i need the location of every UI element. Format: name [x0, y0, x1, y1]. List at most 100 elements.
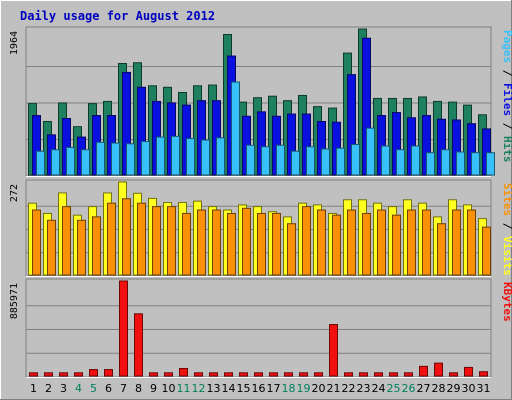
max-value-label: 885971	[9, 283, 20, 319]
series-legend-label: Sites / Visits	[501, 183, 512, 276]
x-tick-label-day-19: 19	[297, 382, 311, 395]
bar-sites-day-1	[32, 209, 41, 276]
x-tick-label-day-23: 23	[357, 382, 371, 395]
x-tick-label-day-22: 22	[342, 382, 356, 395]
bar-pages-day-23	[366, 127, 375, 176]
bar-kbytes-day-8	[134, 313, 143, 377]
series-legend-label: Pages / Files / Hits	[501, 30, 512, 163]
bar-kbytes-day-10	[164, 372, 173, 377]
bar-pages-day-16	[261, 146, 270, 176]
bar-kbytes-day-7	[119, 280, 128, 377]
x-tick-label-day-8: 8	[135, 382, 142, 395]
x-tick-label-day-9: 9	[150, 382, 157, 395]
bar-sites-day-8	[137, 202, 146, 276]
bar-pages-day-7	[126, 143, 135, 176]
legend-part: Hits	[501, 136, 512, 163]
x-tick-label-day-17: 17	[267, 382, 281, 395]
bar-kbytes-day-25	[389, 372, 398, 377]
bar-kbytes-day-29	[449, 372, 458, 377]
bar-sites-day-26	[407, 209, 416, 276]
bar-pages-day-11	[186, 138, 195, 176]
bar-kbytes-day-15	[239, 372, 248, 377]
bar-pages-day-19	[306, 146, 315, 176]
bar-kbytes-day-1	[29, 372, 38, 377]
x-tick-label-day-12: 12	[192, 382, 206, 395]
bar-pages-day-1	[36, 150, 45, 176]
bar-kbytes-day-20	[314, 372, 323, 377]
bar-kbytes-day-4	[74, 372, 83, 377]
bar-sites-day-4	[77, 219, 86, 276]
bar-pages-day-13	[216, 137, 225, 176]
x-tick-label-day-30: 30	[462, 382, 476, 395]
legend-part: KBytes	[501, 282, 512, 322]
bar-sites-day-7	[122, 198, 131, 276]
bar-pages-day-17	[276, 144, 285, 176]
bar-sites-day-2	[47, 219, 56, 276]
bar-sites-day-10	[167, 206, 176, 276]
bar-sites-day-17	[272, 212, 281, 276]
x-tick-label-day-10: 10	[162, 382, 176, 395]
bar-kbytes-day-30	[464, 366, 473, 377]
bar-sites-day-16	[257, 212, 266, 276]
legend-part: Sites	[501, 183, 512, 216]
x-tick-label-day-2: 2	[45, 382, 52, 395]
bar-kbytes-day-26	[404, 372, 413, 377]
bar-pages-day-30	[471, 152, 480, 176]
bar-sites-day-9	[152, 206, 161, 276]
x-axis-labels: 1 2 3 4 5 6 7 8 9 10 11 12 13 14 15 16 17 18 19 20 21 22 23 24 2…	[30, 382, 491, 395]
x-tick-label-day-18: 18	[282, 382, 296, 395]
x-tick-label-day-28: 28	[432, 382, 446, 395]
bar-sites-day-24	[377, 209, 386, 276]
bar-sites-day-13	[212, 209, 221, 276]
bar-pages-day-24	[381, 145, 390, 176]
bar-sites-day-21	[332, 214, 341, 276]
panel-kbytes: 885971 KBytes	[9, 278, 512, 378]
bar-kbytes-day-2	[44, 372, 53, 377]
panel-visits-sites: 272 Sites / Visits	[9, 179, 512, 277]
series-legend-label: KBytes	[501, 282, 512, 322]
bar-kbytes-day-23	[359, 372, 368, 377]
bar-pages-day-26	[411, 145, 420, 176]
bar-pages-day-9	[156, 136, 165, 176]
bar-sites-day-6	[107, 202, 116, 276]
bar-sites-day-19	[302, 206, 311, 276]
max-value-label: 272	[9, 184, 20, 202]
bar-sites-day-3	[62, 206, 71, 276]
x-tick-label-day-11: 11	[177, 382, 191, 395]
x-tick-label-day-31: 31	[477, 382, 491, 395]
bar-kbytes-day-16	[254, 372, 263, 377]
max-value-label: 1964	[9, 31, 20, 55]
bar-sites-day-18	[287, 223, 296, 276]
bar-sites-day-20	[317, 209, 326, 276]
bar-sites-day-27	[422, 209, 431, 276]
bar-pages-day-18	[291, 150, 300, 176]
bar-sites-day-23	[362, 212, 371, 276]
bar-sites-day-31	[482, 226, 491, 276]
bar-kbytes-day-12	[194, 372, 203, 377]
bar-kbytes-day-9	[149, 372, 158, 377]
bar-kbytes-day-21	[329, 324, 338, 377]
bar-pages-day-14	[231, 81, 240, 176]
legend-part: Visits	[501, 236, 512, 276]
bar-kbytes-day-18	[284, 372, 293, 377]
legend-part: /	[501, 216, 512, 236]
bar-pages-day-15	[246, 144, 255, 176]
legend-part: /	[501, 63, 512, 83]
bar-pages-day-20	[321, 148, 330, 176]
bar-kbytes-day-24	[374, 372, 383, 377]
chart-panels: 1964 Pages / Files / Hits 272 Sites / Visit…	[9, 26, 512, 378]
bar-kbytes-day-14	[224, 372, 233, 377]
x-tick-label-day-25: 25	[387, 382, 401, 395]
legend-part: /	[501, 116, 512, 136]
bar-kbytes-day-28	[434, 362, 443, 377]
bar-pages-day-29	[456, 151, 465, 176]
bar-pages-day-6	[111, 142, 120, 176]
bar-kbytes-day-19	[299, 372, 308, 377]
x-tick-label-day-14: 14	[222, 382, 236, 395]
x-tick-label-day-24: 24	[372, 382, 386, 395]
bar-kbytes-day-6	[104, 369, 113, 377]
x-tick-label-day-5: 5	[90, 382, 97, 395]
